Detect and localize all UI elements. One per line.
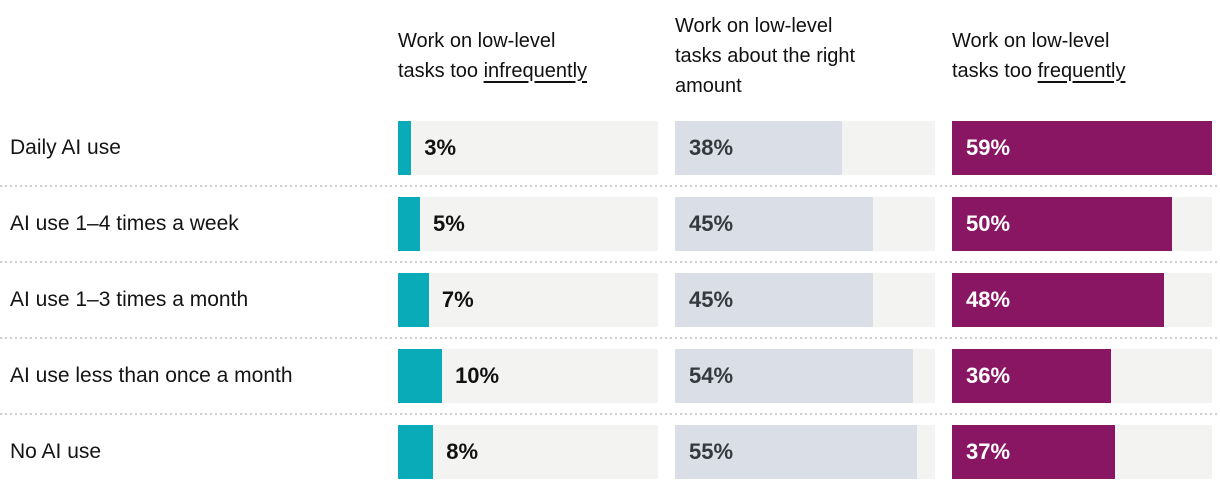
chart-row: Daily AI use 3% 38% 59% — [0, 111, 1220, 185]
bar-track: 59% — [952, 121, 1212, 175]
bar-track: 38% — [675, 121, 935, 175]
bar-cell: 38% — [675, 121, 935, 175]
chart-rows: Daily AI use 3% 38% 59% AI use 1–4 times a w… — [0, 111, 1220, 489]
bar-fill — [675, 425, 918, 479]
chart-row: AI use 1–3 times a month 7% 45% 48% — [0, 263, 1220, 337]
bar-cell: 59% — [952, 121, 1212, 175]
header-text: tasks too — [398, 59, 484, 82]
bar-cell: 54% — [675, 349, 935, 403]
bar-cell: 5% — [398, 197, 658, 251]
row-label: AI use less than once a month — [10, 364, 293, 387]
header-line: Work on low-level — [675, 14, 833, 37]
bar-cell: 36% — [952, 349, 1212, 403]
bar-fill — [398, 121, 412, 175]
bar-cell: 45% — [675, 197, 935, 251]
bar-track: 10% — [398, 349, 658, 403]
column-headers: Work on low-level tasks too infrequently… — [0, 0, 1220, 111]
header-line: tasks too infrequently — [398, 56, 658, 86]
bar-value-label: 54% — [689, 363, 734, 388]
bar-value-label: 36% — [966, 363, 1011, 388]
bar-value-label: 45% — [689, 211, 734, 236]
bar-fill — [398, 273, 429, 327]
bar-value-label: 3% — [424, 135, 457, 160]
bar-value-label: 38% — [689, 135, 734, 160]
bar-fill — [952, 425, 1116, 479]
bar-track: 50% — [952, 197, 1212, 251]
bar-value-label: 59% — [966, 135, 1011, 160]
header-underlined-text: frequently — [1037, 59, 1126, 82]
bar-track: 8% — [398, 425, 658, 479]
bar-value-label: 55% — [689, 439, 734, 464]
header-line: Work on low-level — [398, 29, 556, 52]
header-text: tasks about the right — [675, 44, 856, 67]
column-header-right-amount: Work on low-level tasks about the right … — [675, 11, 935, 101]
header-line: Work on low-level — [952, 29, 1110, 52]
bar-cell: 45% — [675, 273, 935, 327]
bar-value-label: 10% — [455, 363, 500, 388]
row-separator — [0, 261, 1220, 263]
bar-cell: 10% — [398, 349, 658, 403]
bar-fill — [675, 121, 843, 175]
chart-row: No AI use 8% 55% 37% — [0, 415, 1220, 489]
bar-value-label: 7% — [441, 287, 474, 312]
bar-cell: 48% — [952, 273, 1212, 327]
bar-fill — [952, 273, 1164, 327]
bar-fill — [952, 349, 1111, 403]
bar-track: 45% — [675, 273, 935, 327]
bar-fill — [675, 273, 874, 327]
bar-fill — [675, 349, 913, 403]
row-separator — [0, 185, 1220, 187]
header-line: tasks about the right — [675, 41, 935, 71]
column-header-too-frequently: Work on low-level tasks too frequently — [952, 26, 1212, 86]
chart-row: AI use less than once a month 10% 54% 36% — [0, 339, 1220, 413]
header-line: amount — [675, 74, 742, 97]
bar-value-label: 48% — [966, 287, 1011, 312]
bar-value-label: 50% — [966, 211, 1011, 236]
row-label: AI use 1–3 times a month — [10, 288, 249, 311]
bar-value-label: 37% — [966, 439, 1011, 464]
bar-track: 7% — [398, 273, 658, 327]
bar-fill — [398, 425, 434, 479]
row-separator — [0, 337, 1220, 339]
bar-track: 5% — [398, 197, 658, 251]
row-label: No AI use — [10, 440, 102, 463]
chart-row: AI use 1–4 times a week 5% 45% 50% — [0, 187, 1220, 261]
column-header-too-infrequently: Work on low-level tasks too infrequently — [398, 26, 658, 86]
header-underlined-text: infrequently — [483, 59, 588, 82]
row-separator — [0, 413, 1220, 415]
bar-fill — [398, 349, 443, 403]
bar-fill — [952, 121, 1212, 175]
header-line: tasks too frequently — [952, 56, 1212, 86]
bar-cell: 50% — [952, 197, 1212, 251]
bar-track: 45% — [675, 197, 935, 251]
bar-fill — [675, 197, 874, 251]
bar-fill — [398, 197, 421, 251]
bar-cell: 55% — [675, 425, 935, 479]
bar-value-label: 5% — [433, 211, 465, 236]
bar-track: 37% — [952, 425, 1212, 479]
bar-track: 36% — [952, 349, 1212, 403]
bar-track: 54% — [675, 349, 935, 403]
bar-fill — [952, 197, 1173, 251]
bar-track: 3% — [398, 121, 658, 175]
bar-value-label: 45% — [689, 287, 734, 312]
bar-cell: 37% — [952, 425, 1212, 479]
row-label: Daily AI use — [10, 136, 121, 159]
row-label: AI use 1–4 times a week — [10, 212, 239, 235]
header-text: tasks too — [952, 59, 1038, 82]
bar-cell: 8% — [398, 425, 658, 479]
bar-track: 48% — [952, 273, 1212, 327]
bar-cell: 7% — [398, 273, 658, 327]
bar-value-label: 8% — [446, 439, 479, 464]
bar-track: 55% — [675, 425, 935, 479]
bar-cell: 3% — [398, 121, 658, 175]
